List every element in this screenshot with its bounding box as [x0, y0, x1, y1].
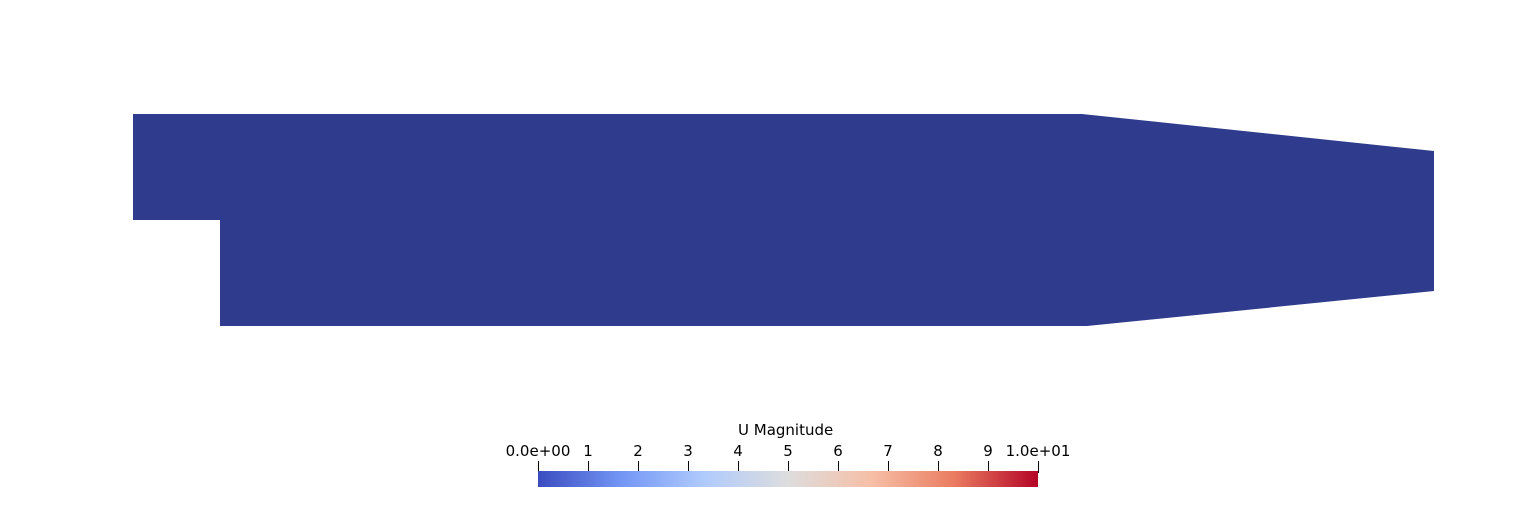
legend-tick-label: 1.0e+01 [1005, 442, 1071, 460]
legend-tick-label: 1 [583, 442, 593, 460]
legend-tick-mark [988, 461, 989, 473]
legend-tick-mark [538, 461, 539, 473]
legend-tick-label: 7 [883, 442, 893, 460]
legend-tick-mark [888, 461, 889, 473]
legend-tick-label: 5 [783, 442, 793, 460]
legend-tick-label: 8 [933, 442, 943, 460]
legend-tick-mark [738, 461, 739, 473]
flow-domain-geometry [133, 114, 1434, 326]
legend-tick-mark [938, 461, 939, 473]
legend-tick-mark [838, 461, 839, 473]
legend-tick-label: 0.0e+00 [505, 442, 571, 460]
legend-tick-mark [688, 461, 689, 473]
legend-tick-mark [638, 461, 639, 473]
legend-tick-label: 9 [983, 442, 993, 460]
colorbar-gradient [538, 471, 1038, 487]
legend-tick-label: 4 [733, 442, 743, 460]
legend-tick-label: 6 [833, 442, 843, 460]
legend-tick-mark [1038, 461, 1039, 473]
colorbar [538, 471, 1038, 487]
legend-title: U Magnitude [738, 421, 834, 439]
legend-tick-mark [588, 461, 589, 473]
legend-tick-label: 2 [633, 442, 643, 460]
legend-tick-mark [788, 461, 789, 473]
legend-tick-label: 3 [683, 442, 693, 460]
